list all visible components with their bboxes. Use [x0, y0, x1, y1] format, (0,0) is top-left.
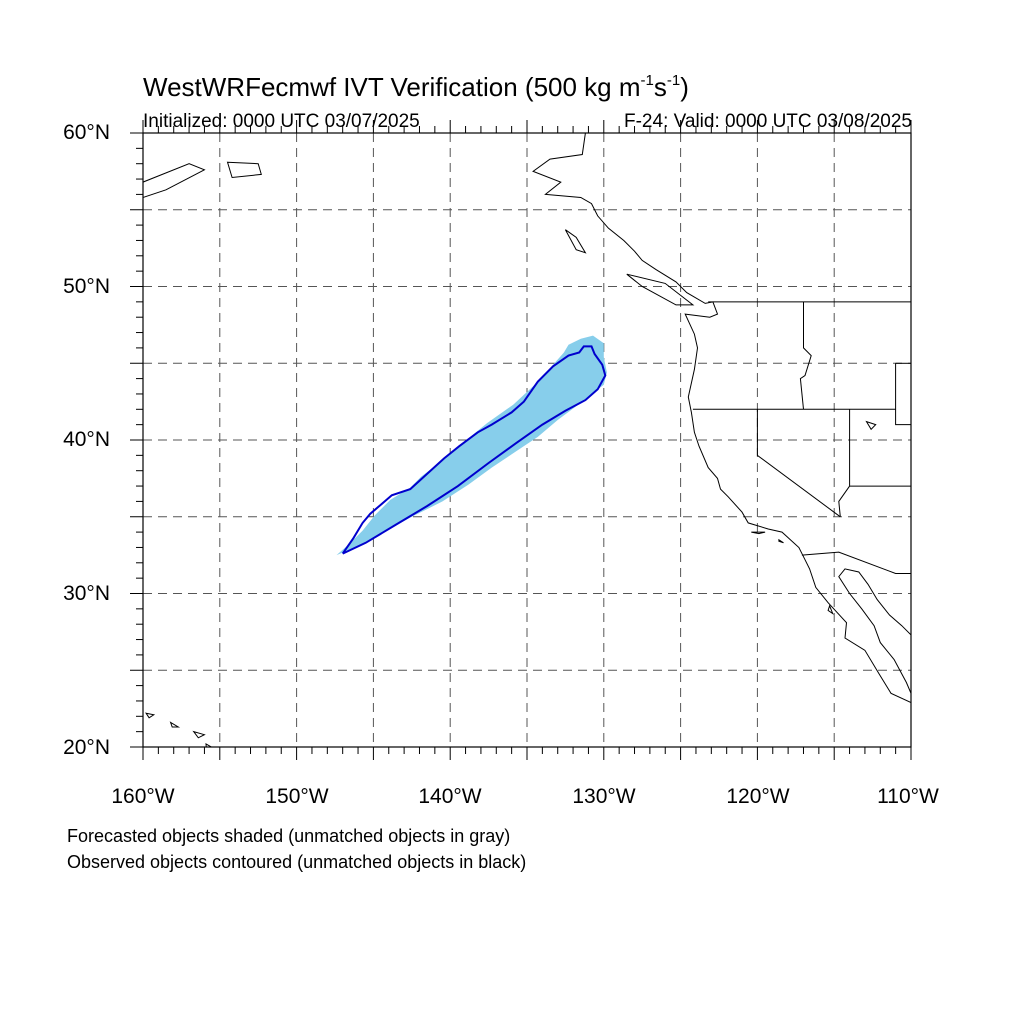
- island-outline: [169, 721, 181, 728]
- lat-label-40n: 40°N: [63, 428, 110, 451]
- lat-label-20n: 20°N: [63, 736, 110, 759]
- lat-label-30n: 30°N: [63, 582, 110, 605]
- axis-ticks: [130, 120, 912, 760]
- island-outline: [143, 163, 206, 199]
- lon-label-160w: 160°W: [111, 785, 175, 808]
- political-border: [799, 301, 812, 410]
- island-outline: [226, 161, 262, 179]
- lon-label-130w: 130°W: [572, 785, 636, 808]
- island-outline: [751, 531, 766, 535]
- island-outline: [626, 273, 695, 306]
- coastline-west: [532, 133, 911, 703]
- lon-label-110w: 110°W: [877, 785, 939, 808]
- island-outline: [564, 229, 587, 254]
- figure-title: WestWRFecmwf IVT Verification (500 kg m-…: [143, 72, 689, 103]
- coastline-gulf: [838, 568, 911, 694]
- lon-label-140w: 140°W: [418, 785, 482, 808]
- lat-label-60n: 60°N: [63, 121, 110, 144]
- island-outline: [192, 730, 206, 739]
- title-model: WestWRFecmwf IVT Verification: [143, 72, 518, 102]
- title-superscript-2: -1: [666, 72, 681, 89]
- legend-note-forecast: Forecasted objects shaded (unmatched obj…: [67, 826, 511, 846]
- island-outline: [827, 604, 834, 615]
- forecast-object-shaded: [336, 335, 607, 556]
- legend-note-observed: Observed objects contoured (unmatched ob…: [67, 852, 527, 872]
- title-superscript-1: -1: [640, 72, 654, 89]
- initialized-time: Initialized: 0000 UTC 03/07/2025: [143, 111, 420, 132]
- title-threshold-prefix: (500 kg m: [524, 72, 641, 102]
- island-outline: [865, 420, 877, 431]
- political-border: [756, 409, 841, 518]
- lon-label-120w: 120°W: [726, 785, 790, 808]
- political-border: [895, 363, 911, 426]
- coastlines-and-borders: [143, 133, 911, 747]
- lat-label-50n: 50°N: [63, 275, 110, 298]
- title-unit-s: s: [653, 72, 667, 102]
- lon-label-150w: 150°W: [265, 785, 329, 808]
- observed-object-contour: [341, 345, 607, 555]
- island-outline: [145, 712, 156, 719]
- political-border: [838, 409, 851, 517]
- title-suffix: ): [680, 72, 689, 102]
- island-outline: [778, 538, 784, 544]
- political-border: [801, 551, 911, 574]
